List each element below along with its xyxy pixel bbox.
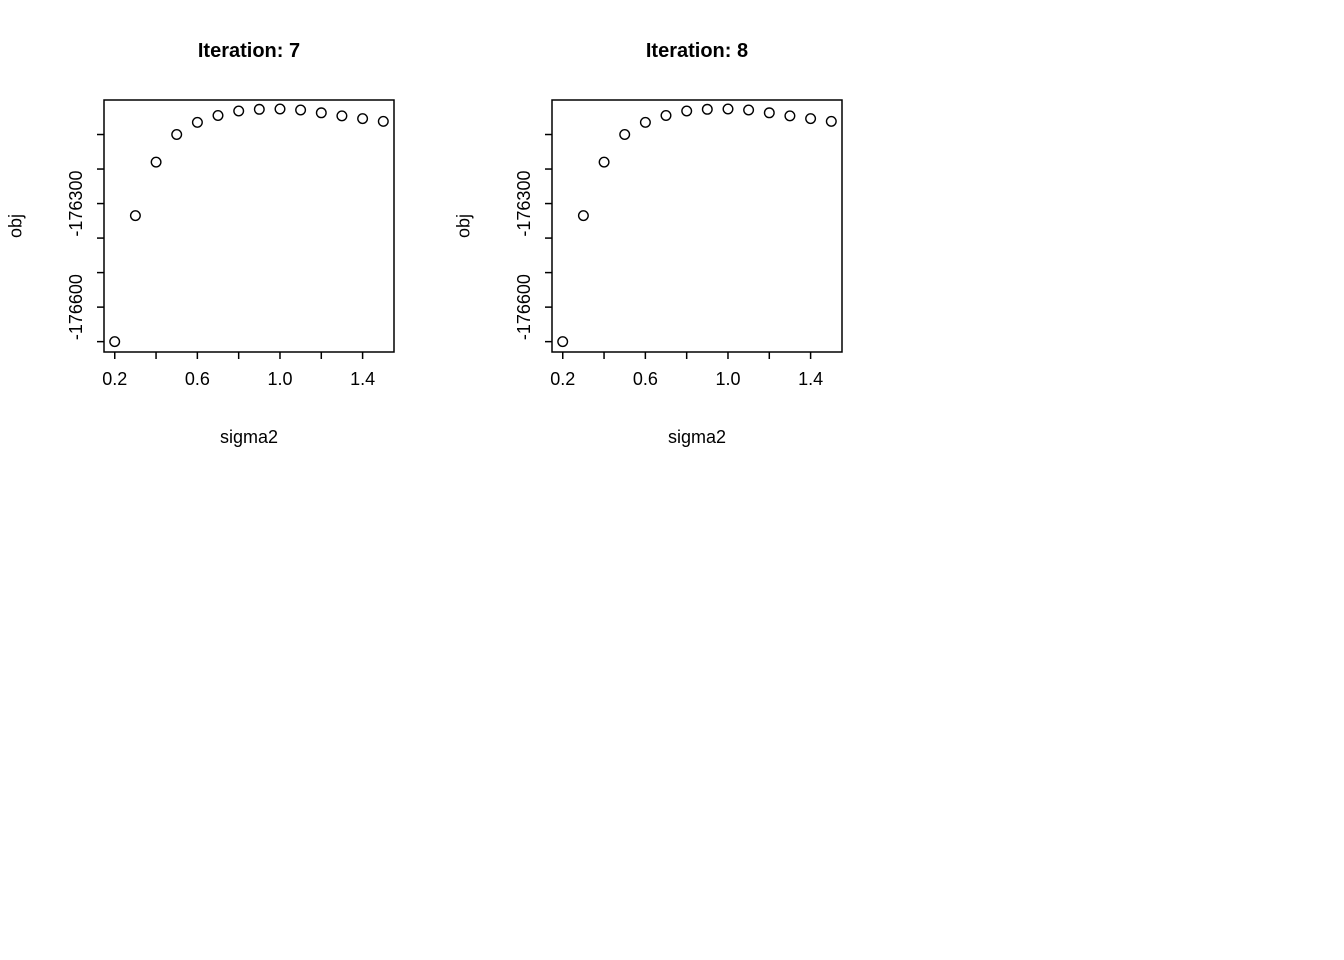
x-axis-tick-label: 0.6 (185, 369, 210, 389)
plot-iteration-7: Iteration: 7 obj 0.2 0.6 1.0 1.4 -176600 -176… (0, 0, 448, 470)
x-axis-tick-label: 0.6 (633, 369, 658, 389)
scatter-plot-iteration-7: 0.2 0.6 1.0 1.4 -176600 -176300 (66, 99, 395, 389)
data-point (212, 109, 224, 121)
data-point (598, 156, 610, 168)
x-axis-tick-label: 1.4 (350, 369, 375, 389)
data-point (743, 104, 755, 116)
y-axis-tick-label: -176600 (66, 274, 86, 340)
y-axis-tick-label: -176300 (66, 171, 86, 237)
x-axis-tick-label: 1.4 (798, 369, 823, 389)
data-point (315, 107, 327, 119)
plot-box (551, 99, 843, 353)
data-point (295, 104, 307, 116)
data-point (191, 116, 203, 128)
plots-row: Iteration: 7 obj 0.2 0.6 1.0 1.4 -176600 -176… (0, 0, 896, 470)
data-point (274, 103, 286, 115)
plot-title: Iteration: 8 (645, 40, 749, 62)
plot-iteration-8: Iteration: 8 obj 0.2 0.6 1.0 1.4 -176600 -176… (448, 0, 896, 470)
data-point (805, 113, 817, 125)
data-point (763, 107, 775, 119)
x-axis-tick-label: 1.0 (715, 369, 740, 389)
data-point (150, 156, 162, 168)
data-point (722, 103, 734, 115)
x-axis-tick-label: 0.2 (102, 369, 127, 389)
x-axis-title: sigma2 (667, 427, 727, 447)
data-point (825, 115, 837, 127)
data-point (557, 336, 569, 348)
x-axis-tick-label: 0.2 (550, 369, 575, 389)
data-point (701, 103, 713, 115)
data-point (171, 128, 183, 140)
data-point (660, 109, 672, 121)
y-axis-tick-label: -176300 (514, 171, 534, 237)
x-axis-title: sigma2 (219, 427, 279, 447)
plot-box (103, 99, 395, 353)
data-point (253, 103, 265, 115)
data-point (233, 105, 245, 117)
data-point (619, 128, 631, 140)
data-point (357, 113, 369, 125)
y-axis-tick-label: -176600 (514, 274, 534, 340)
x-axis-tick-label: 1.0 (267, 369, 292, 389)
data-point (336, 110, 348, 122)
data-point (377, 115, 389, 127)
scatter-plot-iteration-8: 0.2 0.6 1.0 1.4 -176600 -176300 (514, 99, 843, 389)
data-point (639, 116, 651, 128)
data-point (681, 105, 693, 117)
data-point (577, 210, 589, 222)
plot-title: Iteration: 7 (197, 40, 301, 62)
data-point (784, 110, 796, 122)
data-point (129, 210, 141, 222)
data-point (109, 336, 121, 348)
